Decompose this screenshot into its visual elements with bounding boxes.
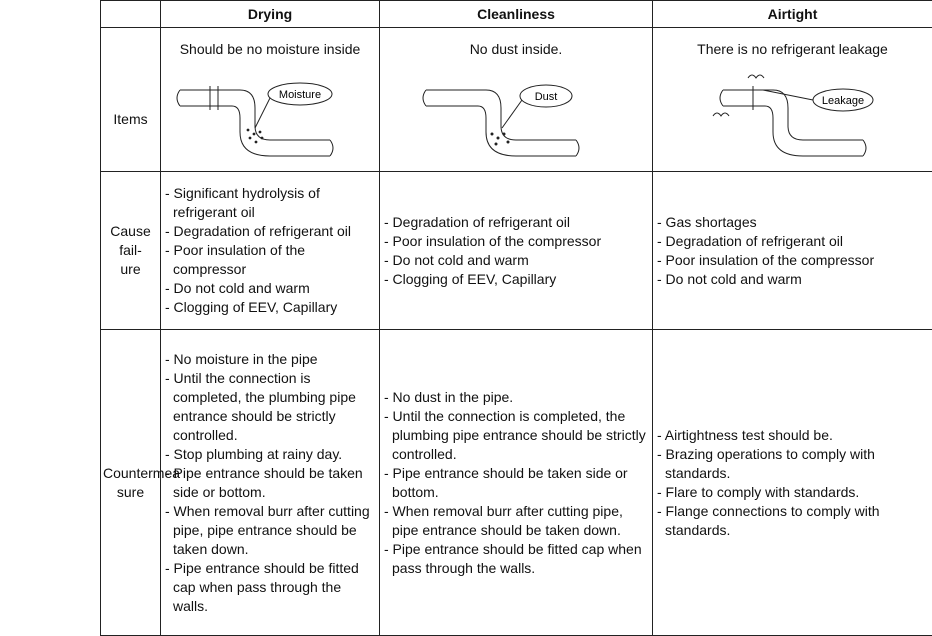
label-line: Cause fail- — [110, 223, 151, 258]
list-item: - Poor insulation of the compressor — [165, 242, 306, 277]
column-header: Airtight — [652, 0, 932, 28]
list-item: - Stop plumbing at rainy day. — [165, 445, 343, 462]
items-cell: Should be no moisture inside Moisture — [160, 27, 380, 172]
row-label: Items — [100, 27, 161, 172]
list-item: - Flare to comply with standards. — [657, 483, 860, 500]
list-item: - Airtightness test should be. — [657, 426, 833, 443]
leakage-illustration: Leakage — [712, 74, 873, 157]
label-line: sure — [116, 483, 145, 500]
countermeasure-cell: - No moisture in the pipe - Until the con… — [160, 329, 380, 636]
label-line: Countermea — [103, 464, 181, 481]
row-label: Cause fail-ure — [100, 171, 161, 330]
cause-cell: - Degradation of refrigerant oil - Poor i… — [379, 171, 653, 330]
list-item: - Do not cold and warm — [657, 270, 802, 287]
list-item: - Clogging of EEV, Capillary — [384, 270, 557, 287]
subtitle: Should be no moisture inside — [179, 40, 361, 57]
list-item: - Degradation of refrigerant oil — [165, 223, 351, 239]
row-label: Countermea sure — [100, 329, 181, 636]
cause-cell: - Significant hydrolysis of refrigerant … — [160, 171, 380, 330]
items-cell: There is no refrigerant leakage Leakage — [652, 27, 932, 172]
list-item: - Pipe entrance should be taken side or … — [165, 464, 363, 500]
list-item: - Pipe entrance should be fitted cap whe… — [384, 540, 642, 576]
list-item: - Do not cold and warm — [165, 280, 310, 296]
list-item: - Flange connections to comply with stan… — [657, 502, 880, 538]
list-item: - Degradation of refrigerant oil — [384, 213, 570, 230]
cause-row: Cause fail-ure - Significant hydrolysis … — [100, 171, 932, 330]
dust-illustration: Dust — [422, 84, 580, 157]
list-item: - Degradation of refrigerant oil — [657, 232, 843, 249]
list-item: - Until the connection is completed, the… — [384, 407, 646, 462]
header-row: Drying Cleanliness Airtight — [100, 0, 932, 28]
corner-cell — [100, 0, 161, 28]
list-item: - Significant hydrolysis of refrigerant … — [165, 185, 320, 220]
label-line: ure — [120, 261, 141, 277]
list-item: - Clogging of EEV, Capillary — [165, 299, 338, 315]
list-item: - Gas shortages — [657, 213, 757, 230]
column-header: Cleanliness — [379, 0, 653, 28]
subtitle: There is no refrigerant leakage — [697, 40, 888, 57]
list-item: - No moisture in the pipe — [165, 350, 318, 367]
list-item: - When removal burr after cutting pipe, … — [165, 502, 370, 557]
image-label: Dust — [535, 91, 558, 103]
countermeasure-cell: - No dust in the pipe. - Until the connec… — [379, 329, 653, 636]
countermeasure-row: Countermea sure - No moisture in the pipe… — [100, 329, 932, 636]
image-label: Moisture — [279, 89, 321, 101]
requirements-table: Drying Cleanliness Airtight Items Should… — [100, 0, 932, 636]
list-item: - No dust in the pipe. — [384, 388, 514, 405]
list-item: - Poor insulation of the compressor — [657, 251, 875, 268]
subtitle: No dust inside. — [469, 40, 563, 57]
countermeasure-cell: - Airtightness test should be. - Brazing … — [652, 329, 932, 636]
items-cell: No dust inside. Dust — [379, 27, 653, 172]
list-item: - Until the connection is completed, the… — [165, 369, 356, 443]
list-item: - Poor insulation of the compressor — [384, 232, 602, 249]
cause-cell: - Gas shortages - Degradation of refriger… — [652, 171, 932, 330]
list-item: - Pipe entrance should be taken side or … — [384, 464, 628, 500]
image-label: Leakage — [821, 95, 863, 107]
moisture-illustration: Moisture — [176, 82, 334, 157]
list-item: - Brazing operations to comply with stan… — [657, 445, 875, 481]
items-row: Items Should be no moisture inside Moist… — [100, 27, 932, 172]
list-item: - Pipe entrance should be fitted cap whe… — [165, 559, 359, 614]
list-item: - When removal burr after cutting pipe, … — [384, 502, 623, 538]
list-item: - Do not cold and warm — [384, 251, 529, 268]
column-header: Drying — [160, 0, 380, 28]
